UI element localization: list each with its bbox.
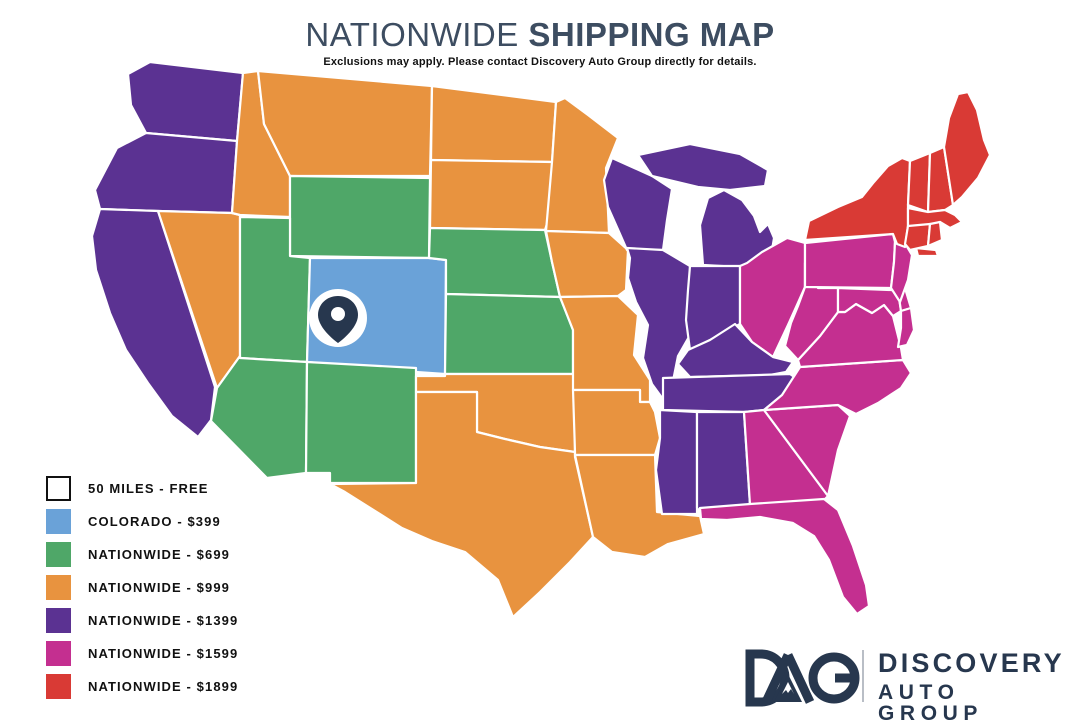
location-pin-icon [309, 289, 367, 347]
dag-logo: DISCOVERY AUTO GROUP [738, 644, 1068, 724]
page-title: NATIONWIDE SHIPPING MAP [0, 16, 1080, 53]
state-wa [126, 60, 245, 143]
state-vt [906, 151, 932, 214]
page-title-bold: SHIPPING MAP [518, 16, 775, 53]
state-mo [558, 294, 652, 404]
state-nh [926, 145, 955, 214]
header: NATIONWIDE SHIPPING MAP Exclusions may a… [0, 16, 1080, 68]
legend-swatch [46, 641, 71, 666]
state-nd [429, 84, 558, 164]
page-title-light: NATIONWIDE [305, 16, 519, 53]
page-subtitle: Exclusions may apply. Please contact Dis… [323, 55, 757, 68]
logo-company-name: DISCOVERY [878, 648, 1065, 678]
legend-swatch [46, 575, 71, 600]
legend-label: 50 MILES - FREE [88, 481, 209, 496]
state-nm [304, 360, 418, 485]
state-ny [803, 156, 912, 249]
legend-swatch [46, 674, 71, 699]
state-me [942, 90, 992, 207]
state-sd [428, 158, 558, 232]
legend-item: COLORADO - $399 [46, 509, 238, 534]
state-ca [90, 207, 217, 439]
state-mn [544, 96, 620, 235]
state-ar [571, 388, 662, 457]
legend-label: NATIONWIDE - $1899 [88, 679, 239, 694]
legend-swatch [46, 608, 71, 633]
state-mi-upper-peninsula [636, 142, 770, 192]
state-ks [443, 292, 575, 376]
us-map-states [90, 60, 992, 619]
state-delmarva-peninsula [896, 306, 916, 349]
state-mt [256, 69, 434, 178]
state-ga [742, 408, 830, 507]
legend-label: NATIONWIDE - $999 [88, 580, 230, 595]
legend-label: NATIONWIDE - $1599 [88, 646, 239, 661]
state-ms [654, 408, 699, 516]
state-ia [544, 229, 630, 299]
logo-company-name-2: AUTO GROUP [878, 681, 984, 725]
legend-item: NATIONWIDE - $999 [46, 575, 238, 600]
state-or [93, 131, 239, 215]
state-ny-long-island [914, 246, 940, 258]
legend-item: NATIONWIDE - $1899 [46, 674, 238, 699]
logo-divider [862, 650, 864, 702]
state-fl [698, 497, 871, 616]
logo-text: DISCOVERY AUTO GROUP [878, 648, 1068, 725]
legend-item: NATIONWIDE - $1399 [46, 608, 238, 633]
legend-item: NATIONWIDE - $699 [46, 542, 238, 567]
legend: 50 MILES - FREE COLORADO - $399 NATIONWIDE… [46, 476, 238, 707]
state-la [573, 453, 706, 559]
state-tx [328, 390, 595, 619]
state-ct [903, 222, 932, 252]
legend-item: NATIONWIDE - $1599 [46, 641, 238, 666]
state-nc [762, 358, 913, 416]
legend-swatch [46, 509, 71, 534]
legend-swatch [46, 542, 71, 567]
state-ri [926, 220, 944, 248]
dag-logo-mark [745, 649, 860, 707]
legend-label: NATIONWIDE - $699 [88, 547, 230, 562]
state-pa [803, 232, 897, 290]
state-ne [427, 226, 562, 299]
state-ky [676, 322, 795, 379]
legend-swatch [46, 476, 71, 501]
legend-item: 50 MILES - FREE [46, 476, 238, 501]
legend-label: NATIONWIDE - $1399 [88, 613, 239, 628]
legend-label: COLORADO - $399 [88, 514, 221, 529]
state-wy [288, 174, 432, 260]
